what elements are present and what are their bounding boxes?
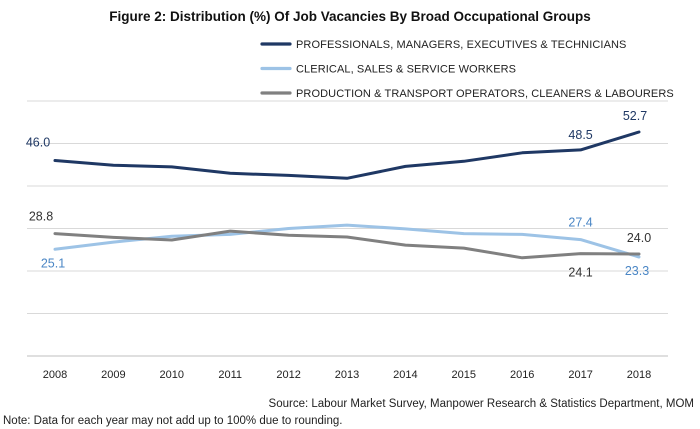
x-tick-label: 2017 xyxy=(568,369,592,381)
data-label: 28.8 xyxy=(29,210,53,224)
x-tick-label: 2016 xyxy=(510,369,534,381)
x-tick-label: 2008 xyxy=(43,369,67,381)
series-line xyxy=(53,130,641,180)
x-tick-label: 2012 xyxy=(276,369,300,381)
series-lines xyxy=(53,130,641,260)
series-line xyxy=(53,223,641,259)
data-label: 24.0 xyxy=(627,231,651,245)
data-label: 23.3 xyxy=(625,264,649,278)
source-note: Source: Labour Market Survey, Manpower R… xyxy=(269,398,694,410)
data-label: 27.4 xyxy=(568,216,592,230)
legend-label: PRODUCTION & TRANSPORT OPERATORS, CLEANE… xyxy=(296,88,674,100)
data-label: 24.1 xyxy=(568,266,592,280)
x-tick-label: 2011 xyxy=(218,369,242,381)
legend-label: CLERICAL, SALES & SERVICE WORKERS xyxy=(296,64,516,76)
x-tick-label: 2013 xyxy=(335,369,359,381)
chart-title: Figure 2: Distribution (%) Of Job Vacanc… xyxy=(109,9,591,24)
footnote: Note: Data for each year may not add up … xyxy=(3,415,342,427)
legend: PROFESSIONALS, MANAGERS, EXECUTIVES & TE… xyxy=(260,39,674,100)
series-line xyxy=(53,229,641,260)
x-tick-label: 2015 xyxy=(452,369,476,381)
data-label: 52.7 xyxy=(623,109,647,123)
x-tick-label: 2014 xyxy=(393,369,417,381)
data-label: 46.0 xyxy=(26,136,50,150)
x-tick-label: 2018 xyxy=(627,369,651,381)
data-label: 48.5 xyxy=(568,128,592,142)
data-label: 25.1 xyxy=(41,256,65,270)
x-axis-ticks: 2008 2009 2010 2011 2012 2013 2014 2015 2016 2017… xyxy=(43,369,651,381)
gridlines xyxy=(27,100,668,357)
x-tick-label: 2009 xyxy=(101,369,125,381)
x-tick-label: 2010 xyxy=(160,369,184,381)
data-labels: 46.0 48.5 52.7 25.1 27.4 23.3 28.8 24.1 24.0 xyxy=(26,109,651,280)
legend-label: PROFESSIONALS, MANAGERS, EXECUTIVES & TE… xyxy=(296,39,627,51)
